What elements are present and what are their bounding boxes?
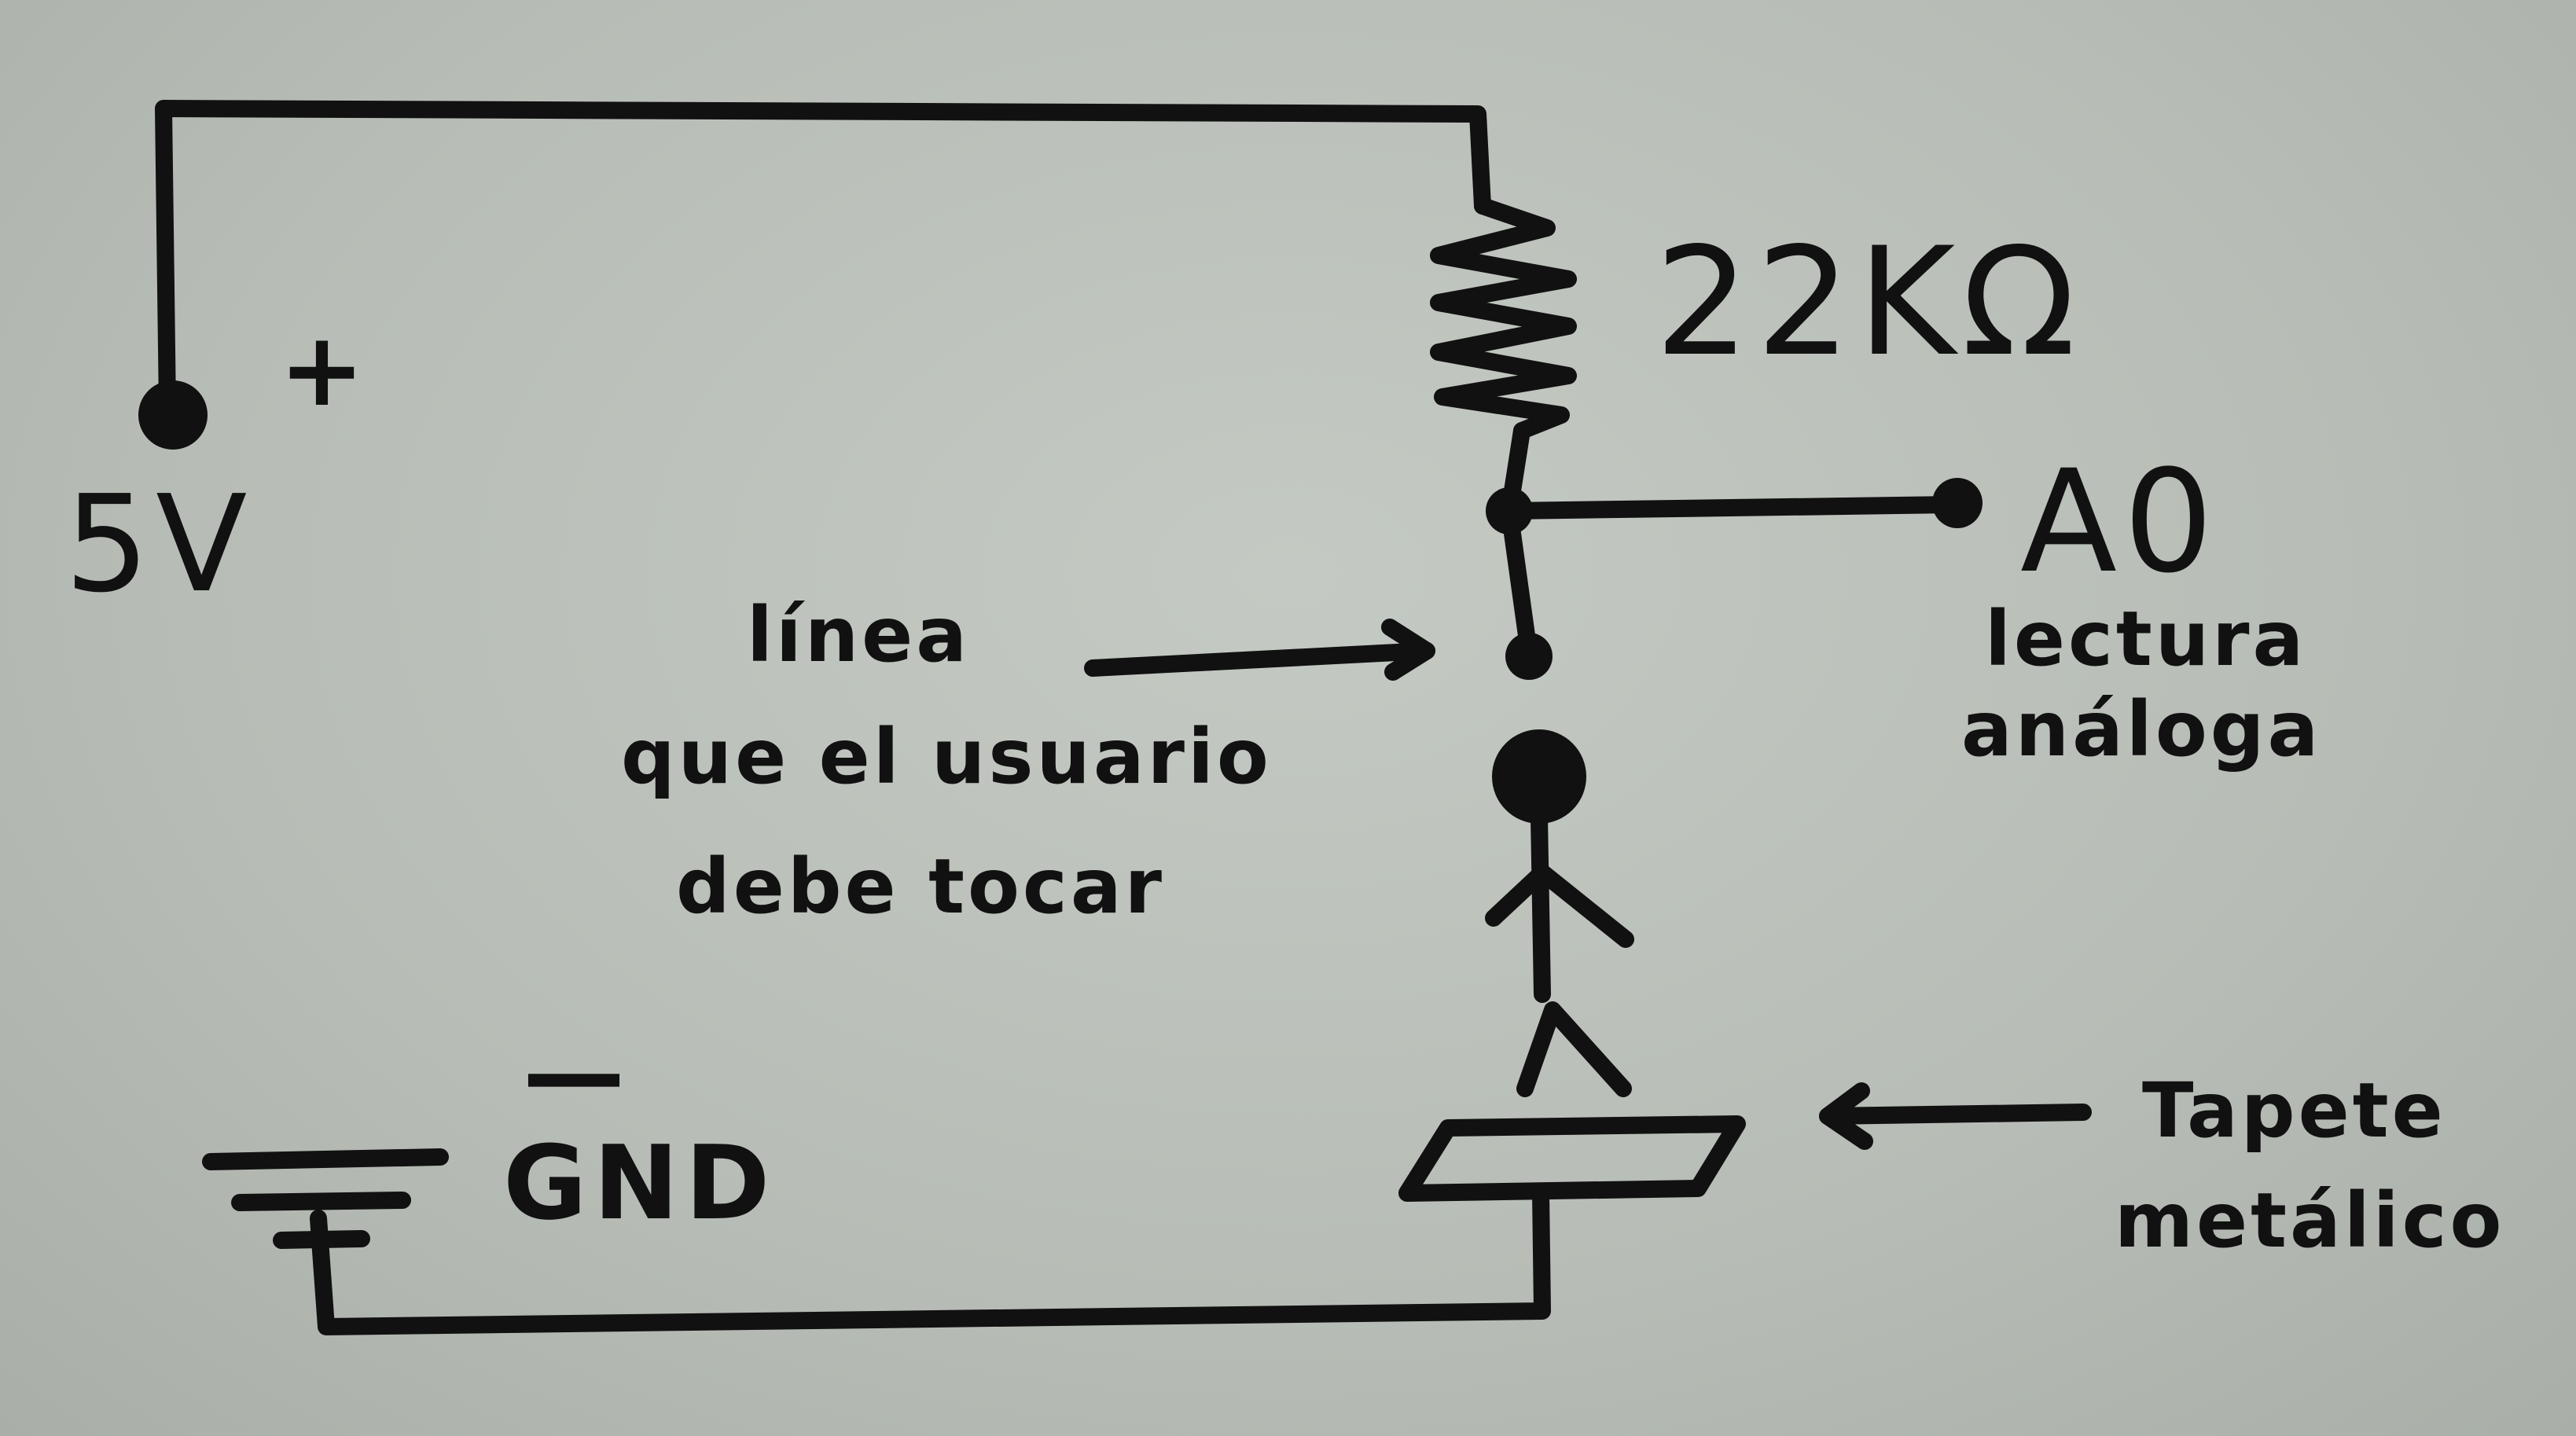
ground-bar-3 — [273, 1230, 370, 1249]
output-note-line-2: análoga — [1961, 685, 2322, 773]
mat-arrow-head — [1819, 1082, 1873, 1150]
mat-note-line-1: Tapete — [2142, 1067, 2446, 1155]
touch-note-line-3: debe tocar — [676, 843, 1165, 931]
wire-bottom — [310, 1184, 1551, 1335]
touch-line — [1501, 502, 1538, 661]
resistor-label: 22KΩ — [1655, 215, 2082, 389]
wire-top — [155, 100, 1491, 417]
mat-note-line-2: metálico — [2115, 1177, 2505, 1265]
person-arms — [1485, 864, 1634, 948]
supply-label: 5V — [64, 467, 254, 623]
output-note-line-1: lectura — [1985, 595, 2307, 683]
resistor-22k — [1430, 197, 1577, 439]
metal-mat — [1398, 1115, 1746, 1202]
ground-label: GND — [503, 1123, 777, 1243]
touch-arrow-shaft — [1084, 642, 1435, 677]
person-head — [1492, 729, 1586, 824]
person-legs — [1516, 1001, 1632, 1097]
plus-sign: + — [279, 310, 365, 429]
output-label: A0 — [2020, 440, 2220, 604]
touch-line-end-dot — [1505, 633, 1553, 680]
person-body — [1531, 809, 1551, 1003]
supply-5v-dot — [138, 380, 208, 450]
wire-to-a0 — [1501, 496, 1962, 520]
minus-sign: — — [523, 1013, 625, 1133]
ground-bar-2 — [231, 1192, 411, 1211]
a0-terminal-dot — [1932, 478, 1983, 528]
mat-arrow-shaft — [1819, 1104, 2092, 1125]
touch-arrow-head — [1381, 619, 1435, 681]
ground-bar-1 — [202, 1148, 449, 1170]
touch-note-line-1: línea — [747, 591, 971, 679]
touch-note-line-2: que el usuario — [621, 713, 1272, 801]
